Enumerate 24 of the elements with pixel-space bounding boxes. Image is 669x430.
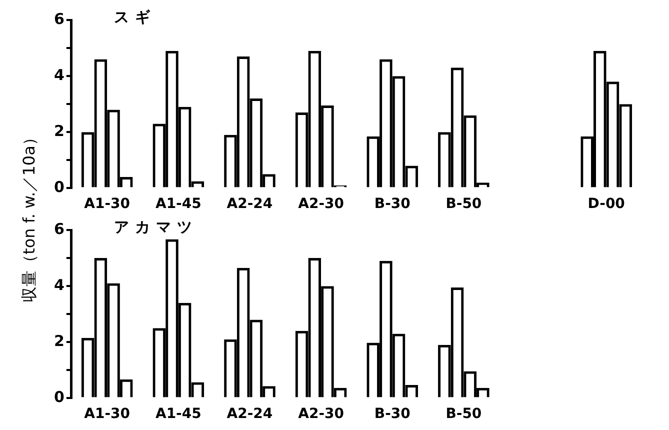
x-tick-label: B-50: [446, 406, 482, 422]
x-tick-label: A2-24: [226, 406, 273, 422]
y-tick-label: 4: [54, 276, 64, 294]
x-tick-label: A2-30: [298, 196, 344, 212]
x-tick-label: D-00: [588, 196, 626, 212]
x-tick-label: B-30: [374, 196, 411, 212]
x-tick-label: A2-24: [226, 196, 273, 212]
chart-title: スギ: [114, 8, 156, 27]
y-tick-label: 0: [54, 388, 64, 406]
y-tick-label: 2: [54, 332, 64, 350]
y-tick-label: 6: [54, 220, 64, 238]
y-tick-label: 6: [54, 10, 64, 28]
x-tick-label: A1-30: [84, 406, 130, 422]
y-tick-label: 4: [54, 66, 64, 84]
x-tick-label: A2-30: [298, 406, 344, 422]
chart-title: アカマツ: [114, 218, 198, 237]
x-tick-label: B-50: [446, 196, 482, 212]
x-tick-label: A1-45: [155, 406, 202, 422]
y-axis-title: 収量（ton f. w.／10a）: [20, 129, 40, 302]
x-tick-label: A1-30: [84, 196, 130, 212]
x-tick-label: A1-45: [155, 196, 202, 212]
x-tick-label: B-30: [374, 406, 411, 422]
y-tick-label: 0: [54, 178, 64, 196]
y-tick-label: 2: [54, 122, 64, 140]
